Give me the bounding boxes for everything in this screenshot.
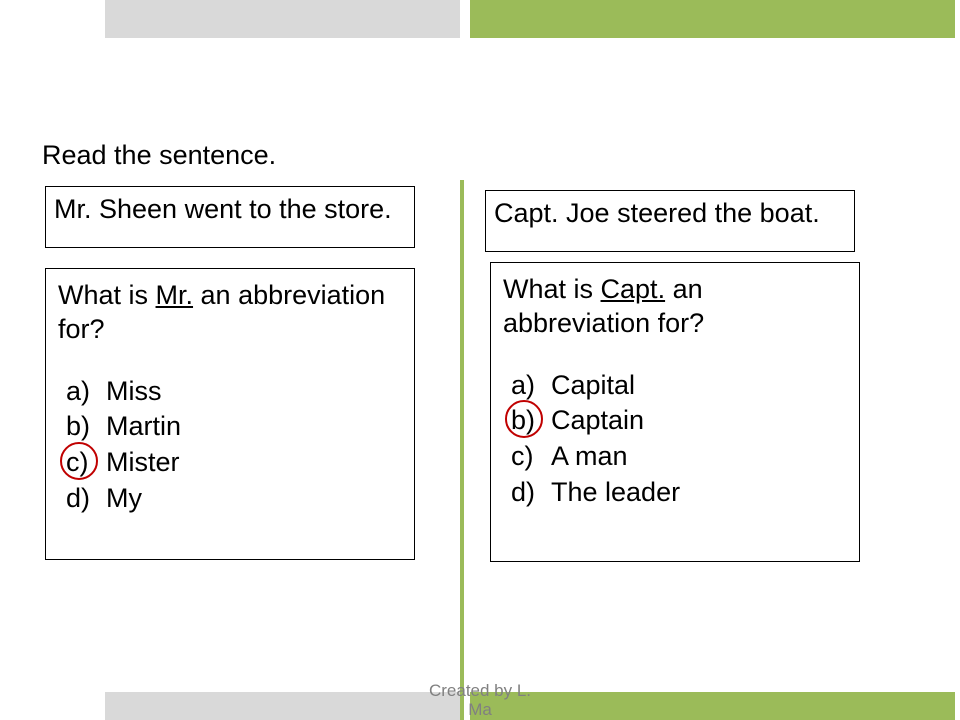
option-letter: c) [511, 440, 545, 474]
option-letter: b) [66, 410, 100, 444]
option-item: d)The leader [511, 476, 847, 510]
option-item: c)A man [511, 440, 847, 474]
option-item: a)Miss [66, 375, 402, 409]
footer-line1: Created by L. [429, 681, 531, 700]
footer-credit: Created by L. Ma [0, 682, 960, 719]
option-item: d)My [66, 482, 402, 516]
option-text: The leader [551, 477, 680, 507]
options-right: a)Capitalb)Captainc)A mand)The leader [503, 369, 847, 510]
question-right-abbr: Capt. [601, 274, 666, 304]
option-letter: d) [66, 482, 100, 516]
option-text: Captain [551, 405, 644, 435]
option-item: b)Captain [511, 404, 847, 438]
question-left-abbr: Mr. [156, 280, 194, 310]
vertical-divider [460, 180, 464, 720]
question-right-text: What is Capt. an abbreviation for? [503, 273, 847, 341]
option-text: A man [551, 441, 628, 471]
option-letter: d) [511, 476, 545, 510]
option-letter: a) [511, 369, 545, 403]
sentence-right-text: Capt. Joe steered the boat. [494, 198, 820, 228]
instruction-text: Read the sentence. [42, 140, 276, 171]
question-left-text: What is Mr. an abbreviation for? [58, 279, 402, 347]
question-box-left: What is Mr. an abbreviation for? a)Missb… [45, 268, 415, 560]
option-letter: a) [66, 375, 100, 409]
footer-line2: Ma [468, 700, 492, 719]
option-text: Miss [106, 376, 162, 406]
option-item: b)Martin [66, 410, 402, 444]
options-left: a)Missb)Martinc)Misterd)My [58, 375, 402, 516]
option-item: c)Mister [66, 446, 402, 480]
option-text: My [106, 483, 142, 513]
question-right-pre: What is [503, 274, 601, 304]
option-letter: c) [66, 446, 100, 480]
option-text: Mister [106, 447, 180, 477]
option-text: Martin [106, 411, 181, 441]
option-letter: b) [511, 404, 545, 438]
question-box-right: What is Capt. an abbreviation for? a)Cap… [490, 262, 860, 562]
header-bar-left [105, 0, 460, 38]
question-left-pre: What is [58, 280, 156, 310]
header-bar-right [470, 0, 955, 38]
option-text: Capital [551, 370, 635, 400]
option-item: a)Capital [511, 369, 847, 403]
sentence-box-right: Capt. Joe steered the boat. [485, 190, 855, 252]
sentence-box-left: Mr. Sheen went to the store. [45, 186, 415, 248]
sentence-left-text: Mr. Sheen went to the store. [54, 194, 392, 224]
